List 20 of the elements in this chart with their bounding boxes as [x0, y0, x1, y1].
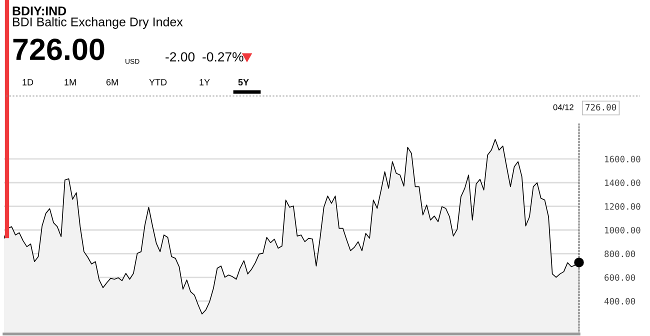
y-tick-label: 800.00 — [604, 250, 636, 258]
y-tick-label: 600.00 — [604, 274, 636, 281]
text: 1D — [22, 79, 34, 86]
text: 1M — [64, 79, 76, 86]
text: 1Y — [200, 79, 210, 86]
y-tick-label: 1400.00 — [605, 179, 640, 186]
text: -2.00 — [166, 52, 195, 62]
chart-subtitle: BDI Baltic Exchange Dry Index — [13, 17, 183, 29]
text: 04/12 — [553, 104, 574, 110]
chart-title: BDIY:IND — [12, 6, 66, 16]
y-tick-label: 1200.00 — [605, 203, 640, 210]
text: 5Y — [238, 79, 249, 86]
y-tick-label: 1000.00 — [605, 226, 640, 234]
y-tick-label: 400.00 — [604, 298, 636, 305]
text: 726.00 — [586, 104, 616, 111]
text: 726.00 — [13, 38, 104, 60]
y-tick-label: 1600.00 — [605, 156, 640, 162]
text: YTD — [149, 79, 167, 86]
text: 6M — [106, 79, 118, 86]
text: -0.27% — [202, 52, 244, 62]
